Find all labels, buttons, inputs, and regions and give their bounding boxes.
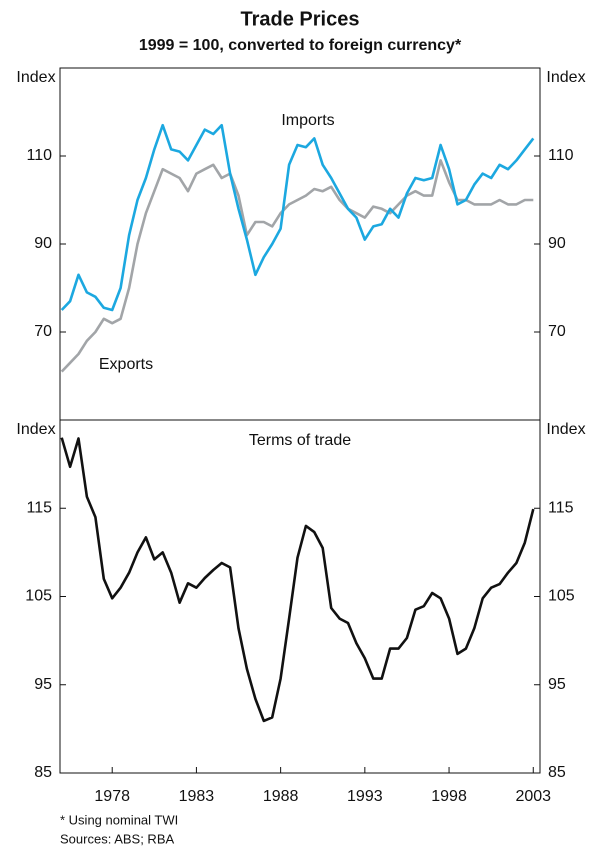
y-axis-label: Index: [16, 69, 55, 86]
y2-axis-label: Index: [546, 421, 585, 438]
footnote: * Using nominal TWI: [60, 812, 178, 827]
y-tick-label: 70: [34, 323, 52, 340]
chart-subtitle: 1999 = 100, converted to foreign currenc…: [139, 37, 462, 54]
x-tick-label: 1988: [263, 788, 299, 805]
x-tick-label: 1998: [431, 788, 467, 805]
x-tick-label: 1983: [179, 788, 215, 805]
y-tick-label: 115: [26, 499, 52, 516]
y2-tick-label: 95: [548, 676, 566, 693]
y2-tick-label: 85: [548, 764, 566, 781]
source: Sources: ABS; RBA: [60, 831, 174, 846]
series-line: [60, 123, 535, 312]
y2-tick-label: 115: [548, 499, 574, 516]
y2-axis-label: Index: [546, 69, 585, 86]
x-tick-label: 1978: [94, 788, 130, 805]
x-tick-label: 2003: [515, 788, 551, 805]
y2-tick-label: 90: [548, 235, 566, 252]
chart-title: Trade Prices: [241, 8, 360, 30]
plot-frame: [59, 419, 541, 774]
x-tick-label: 1993: [347, 788, 383, 805]
series-label: Imports: [281, 112, 334, 129]
series-line: [60, 159, 534, 373]
y-tick-label: 110: [26, 147, 52, 164]
y-axis-label: Index: [16, 421, 55, 438]
y2-tick-label: 70: [548, 323, 566, 340]
panel-title: Terms of trade: [249, 432, 351, 449]
series-label: Exports: [99, 356, 153, 373]
y2-tick-label: 105: [548, 588, 575, 605]
y-tick-label: 105: [25, 588, 52, 605]
y2-tick-label: 110: [548, 147, 574, 164]
y-tick-label: 95: [34, 676, 52, 693]
y-tick-label: 85: [34, 764, 52, 781]
y-tick-label: 90: [34, 235, 52, 252]
series-line: [60, 437, 535, 723]
